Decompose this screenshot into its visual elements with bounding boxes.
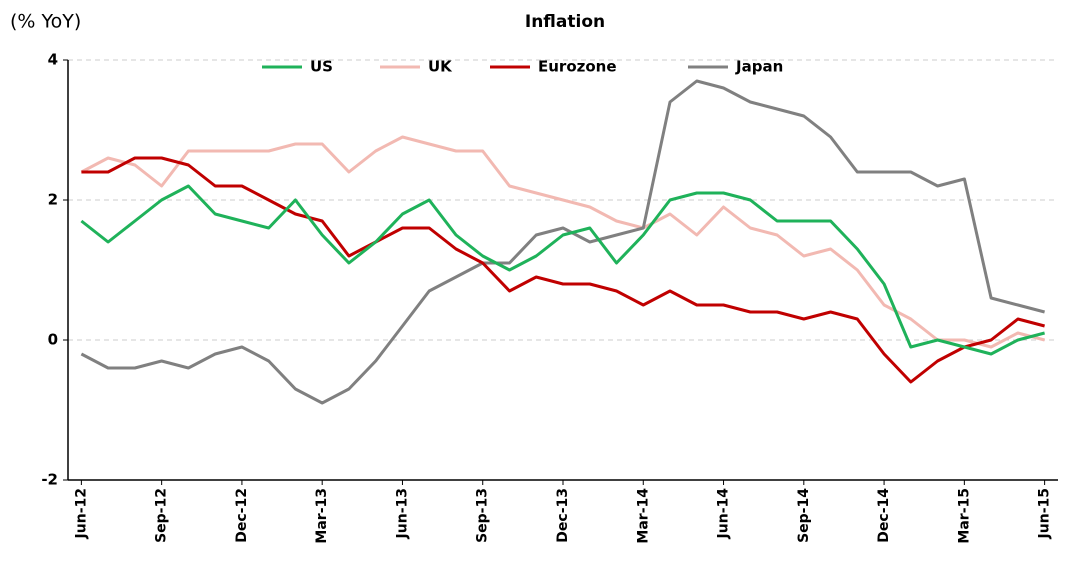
x-tick-label: Jun-15 bbox=[1037, 488, 1053, 539]
legend-label: Eurozone bbox=[538, 58, 617, 76]
line-series bbox=[80, 79, 1045, 405]
y-tick-label: 0 bbox=[48, 331, 58, 349]
line-series bbox=[81, 156, 1045, 384]
legend-label: Japan bbox=[735, 58, 783, 76]
line-series bbox=[80, 184, 1045, 356]
x-tick-label: Sep-13 bbox=[475, 488, 491, 543]
x-tick-label: Mar-14 bbox=[635, 488, 651, 544]
y-tick-label: -2 bbox=[41, 471, 58, 489]
y-tick-label: 2 bbox=[48, 191, 58, 209]
x-tick-label: Jun-12 bbox=[73, 488, 89, 539]
x-tick-label: Dec-14 bbox=[876, 488, 892, 543]
x-tick-label: Jun-13 bbox=[394, 488, 410, 539]
x-tick-label: Jun-14 bbox=[716, 488, 732, 540]
line-series bbox=[80, 135, 1045, 349]
x-tick-label: Mar-15 bbox=[956, 488, 972, 544]
y-axis-label: (% YoY) bbox=[10, 11, 81, 33]
y-tick-label: 4 bbox=[48, 51, 58, 69]
legend-label: UK bbox=[428, 58, 453, 76]
x-tick-label: Sep-14 bbox=[796, 488, 812, 543]
legend-label: US bbox=[310, 58, 333, 76]
chart-title: Inflation bbox=[525, 12, 605, 32]
x-tick-label: Dec-13 bbox=[555, 488, 571, 543]
x-tick-label: Mar-13 bbox=[314, 488, 330, 544]
x-tick-label: Sep-12 bbox=[154, 488, 170, 543]
x-tick-label: Dec-12 bbox=[234, 488, 250, 543]
